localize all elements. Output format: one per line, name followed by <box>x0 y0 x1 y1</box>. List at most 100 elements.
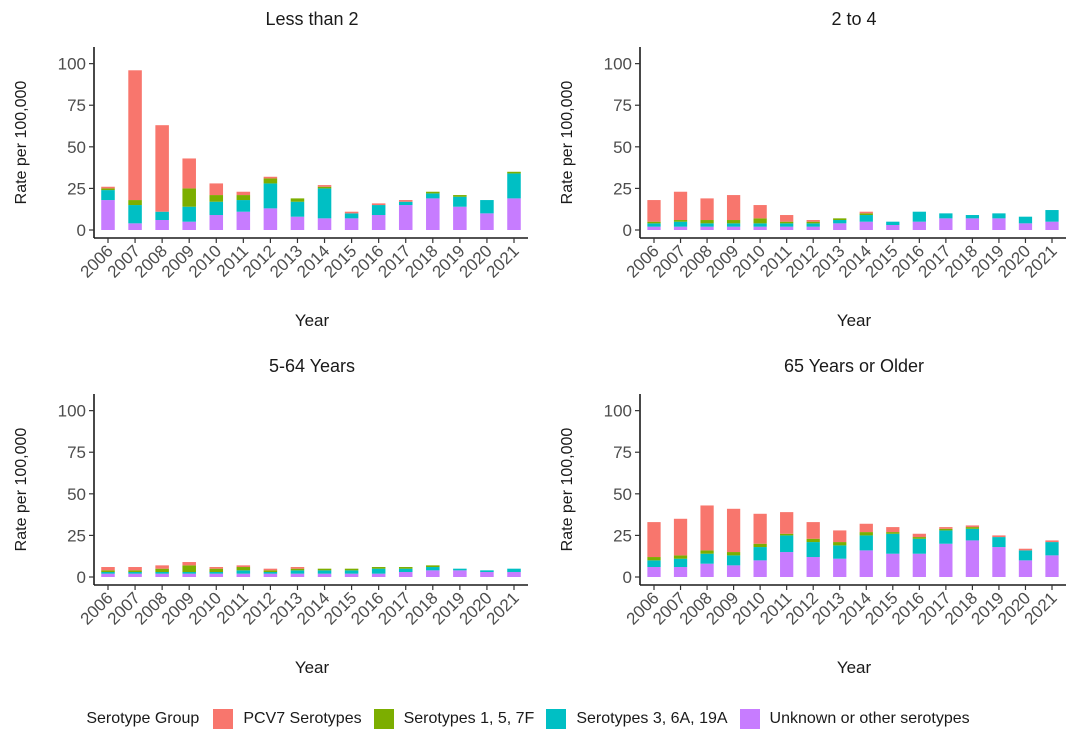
y-tick-label: 25 <box>67 179 86 198</box>
bar-serotypes-3-6a-19a-2011 <box>780 535 794 553</box>
bar-unknown-or-other-serotypes-2008 <box>155 573 169 577</box>
bar-serotypes-3-6a-19a-2018 <box>426 193 440 199</box>
y-tick-label: 0 <box>77 221 86 240</box>
bar-pcv7-serotypes-2016 <box>912 533 926 538</box>
bar-serotypes-1-5-7f-2010 <box>753 543 767 548</box>
bar-serotypes-1-5-7f-2019 <box>453 195 467 197</box>
bar-pcv7-serotypes-2015 <box>344 211 359 214</box>
bar-pcv7-serotypes-2015 <box>886 527 900 533</box>
bar-pcv7-serotypes-2014 <box>859 211 873 214</box>
y-tick-label: 100 <box>58 55 86 74</box>
bar-serotypes-1-5-7f-2012 <box>806 221 820 224</box>
legend: Serotype Group PCV7 Serotypes Serotypes … <box>0 705 1068 733</box>
y-tick-label: 25 <box>613 526 632 545</box>
bar-serotypes-1-5-7f-2012 <box>806 538 820 543</box>
bar-serotypes-3-6a-19a-2019 <box>992 213 1006 219</box>
bar-pcv7-serotypes-2006 <box>101 186 115 189</box>
bar-serotypes-3-6a-19a-2019 <box>453 568 467 571</box>
y-tick-label: 100 <box>58 402 86 421</box>
bar-serotypes-3-6a-19a-2006 <box>101 572 115 574</box>
bar-unknown-or-other-serotypes-2020 <box>1018 223 1033 230</box>
bar-serotypes-3-6a-19a-2020 <box>480 570 494 573</box>
bar-unknown-or-other-serotypes-2011 <box>236 573 251 577</box>
bar-pcv7-serotypes-2012 <box>806 220 820 222</box>
bar-serotypes-1-5-7f-2013 <box>290 568 305 571</box>
bar-serotypes-3-6a-19a-2014 <box>859 215 873 222</box>
legend-label-1-5-7f: Serotypes 1, 5, 7F <box>403 710 535 727</box>
bar-unknown-or-other-serotypes-2017 <box>398 572 413 577</box>
bar-serotypes-3-6a-19a-2008 <box>155 572 169 574</box>
bar-serotypes-1-5-7f-2010 <box>209 568 224 573</box>
y-axis-label: Rate per 100,000 <box>559 81 576 205</box>
bar-serotypes-3-6a-19a-2009 <box>182 206 196 222</box>
y-tick-label: 75 <box>613 96 632 115</box>
bar-unknown-or-other-serotypes-2020 <box>480 572 494 577</box>
bar-pcv7-serotypes-2008 <box>155 565 169 569</box>
bar-serotypes-1-5-7f-2010 <box>209 195 224 202</box>
bar-unknown-or-other-serotypes-2008 <box>155 220 169 230</box>
y-tick-label: 50 <box>67 138 86 157</box>
bar-serotypes-3-6a-19a-2020 <box>1018 216 1033 224</box>
legend-item-3-6a-19a: Serotypes 3, 6A, 19A <box>546 709 728 729</box>
bar-serotypes-3-6a-19a-2008 <box>700 553 714 564</box>
bar-pcv7-serotypes-2018 <box>965 525 980 528</box>
bar-serotypes-3-6a-19a-2018 <box>965 215 980 219</box>
bar-serotypes-3-6a-19a-2012 <box>263 183 278 209</box>
bar-serotypes-1-5-7f-2013 <box>290 198 305 202</box>
legend-swatch-1-5-7f <box>373 709 394 729</box>
bar-pcv7-serotypes-2008 <box>155 125 169 212</box>
bar-unknown-or-other-serotypes-2019 <box>992 547 1006 577</box>
bar-serotypes-1-5-7f-2018 <box>426 191 440 194</box>
bar-pcv7-serotypes-2020 <box>1018 548 1033 551</box>
bar-serotypes-1-5-7f-2021 <box>507 171 521 174</box>
bar-serotypes-3-6a-19a-2021 <box>507 568 521 573</box>
y-tick-label: 100 <box>604 55 632 74</box>
bar-serotypes-1-5-7f-2017 <box>398 567 413 569</box>
bar-pcv7-serotypes-2009 <box>182 158 196 189</box>
bar-serotypes-3-6a-19a-2017 <box>398 568 413 573</box>
bar-serotypes-3-6a-19a-2018 <box>965 528 980 541</box>
bar-unknown-or-other-serotypes-2010 <box>209 215 224 230</box>
bar-pcv7-serotypes-2007 <box>673 191 688 221</box>
bar-unknown-or-other-serotypes-2008 <box>700 226 714 230</box>
bar-pcv7-serotypes-2010 <box>209 567 224 569</box>
bar-serotypes-1-5-7f-2017 <box>939 528 953 531</box>
y-tick-label: 0 <box>623 221 632 240</box>
bar-unknown-or-other-serotypes-2021 <box>1045 221 1059 230</box>
bar-unknown-or-other-serotypes-2019 <box>992 218 1006 230</box>
bar-serotypes-1-5-7f-2008 <box>700 220 714 224</box>
panel-title: 65 Years or Older <box>784 356 924 376</box>
bar-serotypes-1-5-7f-2015 <box>886 532 900 534</box>
x-axis-label: Year <box>295 311 330 330</box>
bar-unknown-or-other-serotypes-2014 <box>317 573 332 577</box>
bar-pcv7-serotypes-2009 <box>182 562 196 566</box>
bar-serotypes-3-6a-19a-2009 <box>726 223 741 227</box>
bar-serotypes-3-6a-19a-2015 <box>886 221 900 226</box>
bar-serotypes-3-6a-19a-2006 <box>647 223 661 227</box>
bar-serotypes-1-5-7f-2016 <box>371 567 386 569</box>
bar-unknown-or-other-serotypes-2017 <box>939 543 953 577</box>
bar-serotypes-1-5-7f-2006 <box>647 221 661 224</box>
bar-unknown-or-other-serotypes-2016 <box>912 221 926 230</box>
bar-serotypes-1-5-7f-2014 <box>317 568 332 571</box>
legend-title: Serotype Group <box>86 710 200 727</box>
y-tick-label: 25 <box>67 526 86 545</box>
bar-unknown-or-other-serotypes-2016 <box>371 215 386 230</box>
bar-pcv7-serotypes-2011 <box>780 215 794 222</box>
bar-unknown-or-other-serotypes-2016 <box>912 553 926 577</box>
panel-title: 5-64 Years <box>269 356 355 376</box>
bar-unknown-or-other-serotypes-2018 <box>965 218 980 230</box>
bar-serotypes-3-6a-19a-2017 <box>398 201 413 206</box>
bar-unknown-or-other-serotypes-2007 <box>673 567 688 577</box>
bar-serotypes-3-6a-19a-2021 <box>507 173 521 199</box>
bar-unknown-or-other-serotypes-2014 <box>859 221 873 230</box>
bar-serotypes-1-5-7f-2011 <box>780 221 794 224</box>
bar-unknown-or-other-serotypes-2009 <box>726 226 741 230</box>
bar-serotypes-1-5-7f-2007 <box>673 555 688 559</box>
bar-serotypes-1-5-7f-2015 <box>344 568 359 571</box>
bar-serotypes-3-6a-19a-2015 <box>344 570 359 574</box>
legend-swatch-3-6a-19a <box>546 709 567 729</box>
bar-unknown-or-other-serotypes-2010 <box>209 573 224 577</box>
bar-serotypes-1-5-7f-2010 <box>753 218 767 224</box>
